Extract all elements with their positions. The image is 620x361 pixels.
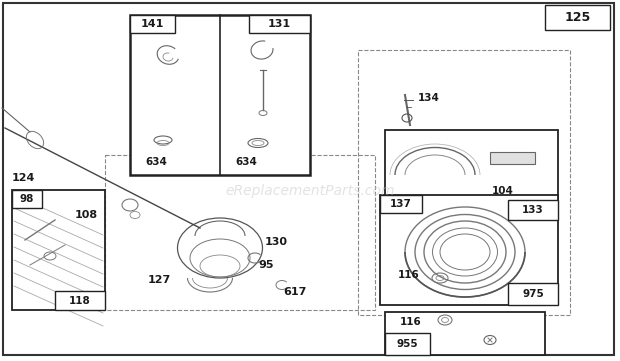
Text: 137: 137: [390, 199, 412, 209]
Bar: [12, 190, 42, 208]
Bar: [55, 291, 105, 310]
Bar: [545, 5, 610, 30]
Bar: [385, 312, 545, 355]
Text: 125: 125: [564, 11, 591, 24]
Bar: [508, 283, 558, 305]
Bar: [105, 155, 375, 310]
Text: 116: 116: [398, 270, 420, 280]
Text: 131: 131: [268, 19, 291, 29]
Text: 134: 134: [418, 93, 440, 103]
Bar: [12, 190, 105, 310]
Text: 98: 98: [20, 194, 34, 204]
Text: 104: 104: [492, 186, 514, 196]
Text: 975: 975: [522, 289, 544, 299]
Text: 130: 130: [265, 237, 288, 247]
Text: 127: 127: [148, 275, 171, 285]
Text: 95: 95: [258, 260, 273, 270]
Bar: [380, 195, 422, 213]
Text: 118: 118: [69, 296, 91, 305]
Bar: [490, 152, 535, 164]
Text: 634: 634: [145, 157, 167, 167]
Text: eReplacementParts.com: eReplacementParts.com: [225, 183, 395, 197]
Text: 617: 617: [283, 287, 306, 297]
Bar: [358, 50, 570, 315]
Text: 634: 634: [235, 157, 257, 167]
Text: 108: 108: [75, 210, 98, 220]
Bar: [130, 15, 175, 33]
Bar: [385, 333, 430, 355]
Text: 955: 955: [397, 339, 419, 349]
Text: 124: 124: [12, 173, 35, 183]
Bar: [508, 200, 558, 220]
Bar: [380, 195, 558, 305]
Bar: [385, 130, 558, 220]
Bar: [130, 15, 310, 175]
Text: 141: 141: [141, 19, 164, 29]
Bar: [249, 15, 310, 33]
Text: 116: 116: [400, 317, 422, 327]
Text: 133: 133: [522, 205, 544, 215]
